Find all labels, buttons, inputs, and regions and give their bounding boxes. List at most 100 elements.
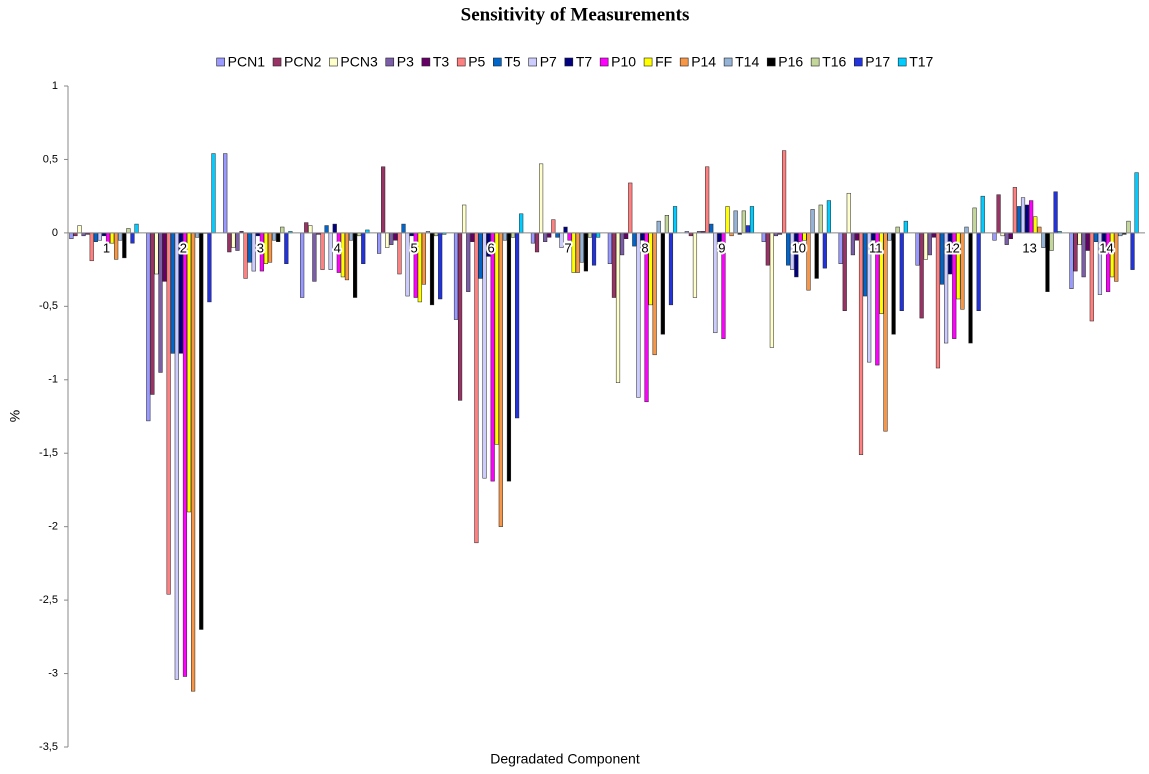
bar — [838, 232, 843, 264]
bar — [361, 232, 366, 264]
legend-label: P3 — [397, 54, 414, 70]
bar — [195, 232, 200, 238]
bar — [510, 232, 516, 238]
bar — [154, 232, 159, 275]
bar — [381, 166, 386, 234]
legend-label: PCN3 — [340, 54, 378, 70]
legend-label: FF — [655, 54, 672, 70]
legend-swatch — [679, 57, 689, 67]
bar — [555, 232, 560, 238]
bar — [377, 232, 382, 254]
bar — [887, 232, 892, 241]
bar — [320, 232, 325, 270]
bar — [534, 232, 540, 253]
bar — [733, 210, 738, 234]
bar — [786, 232, 791, 266]
bar — [559, 232, 564, 248]
legend-label: T3 — [433, 54, 450, 70]
bar — [182, 232, 188, 677]
legend-swatch — [897, 57, 907, 67]
bar — [1033, 216, 1038, 234]
bar — [462, 204, 467, 234]
bar — [903, 220, 908, 234]
y-tick-label: -3 — [48, 667, 58, 679]
bar — [227, 232, 232, 253]
bar — [741, 210, 746, 234]
legend-swatch — [853, 57, 863, 67]
bar — [1025, 204, 1030, 234]
bar — [166, 232, 171, 595]
bar — [1093, 232, 1098, 242]
bar — [802, 232, 807, 241]
bar — [575, 232, 580, 273]
bar — [583, 232, 588, 272]
x-tick-label: 3 — [257, 240, 264, 255]
bar — [429, 232, 435, 306]
bar — [620, 232, 625, 256]
bar — [174, 232, 179, 680]
bar — [814, 232, 819, 279]
bar — [69, 232, 74, 240]
bar — [652, 232, 657, 356]
y-tick-label: 1 — [52, 80, 58, 92]
chart-title: Sensitivity of Measurements — [461, 4, 690, 25]
legend-label: T7 — [576, 54, 593, 70]
bar — [842, 232, 847, 311]
bar — [134, 223, 139, 234]
bar — [251, 232, 256, 272]
bar — [826, 200, 831, 234]
bar — [478, 232, 483, 279]
bar — [628, 182, 633, 234]
bar — [931, 232, 936, 238]
legend-label: P16 — [778, 54, 803, 70]
bar — [1016, 206, 1022, 234]
bar — [458, 232, 463, 401]
bar — [223, 153, 228, 234]
bar — [284, 232, 289, 264]
y-tick-label: -2 — [48, 521, 58, 533]
bar — [846, 192, 851, 234]
x-axis-title: Degradated Component — [490, 751, 640, 767]
bar — [615, 232, 621, 383]
bar — [466, 232, 471, 292]
bar — [1037, 226, 1042, 234]
bar — [587, 232, 593, 238]
bar — [280, 226, 285, 234]
bar — [421, 232, 426, 285]
bar — [656, 220, 661, 234]
bar — [782, 150, 787, 234]
bar — [871, 232, 876, 241]
legend-swatch — [810, 57, 820, 67]
bar — [1012, 187, 1017, 234]
bar — [1114, 232, 1119, 282]
x-tick-label: 9 — [718, 240, 725, 255]
bar — [110, 232, 115, 244]
bar — [539, 163, 544, 234]
bar — [211, 153, 216, 234]
bar — [304, 222, 309, 234]
bar — [1069, 232, 1074, 289]
bar — [850, 232, 855, 256]
bar — [530, 232, 536, 244]
bar — [515, 232, 520, 419]
bar — [745, 225, 750, 234]
bar — [858, 232, 864, 455]
bar — [591, 232, 597, 266]
y-tick-label: 0 — [52, 227, 58, 239]
x-tick-label: 6 — [487, 240, 494, 255]
legend-swatch — [643, 57, 653, 67]
bar — [968, 232, 973, 344]
bar — [332, 223, 337, 234]
bar — [919, 232, 924, 319]
bar — [1130, 232, 1135, 270]
bar — [976, 232, 981, 311]
bar — [170, 232, 175, 354]
bar — [571, 232, 576, 273]
bar — [482, 232, 487, 479]
bar — [636, 232, 641, 398]
x-tick-label: 11 — [869, 240, 883, 255]
bar — [972, 207, 977, 234]
bar — [77, 225, 82, 234]
x-tick-label: 12 — [945, 240, 959, 255]
bar — [247, 232, 252, 263]
